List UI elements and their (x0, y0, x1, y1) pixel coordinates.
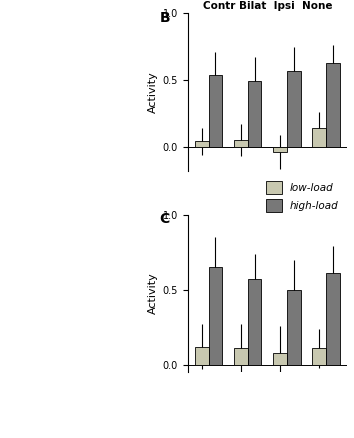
Title: Contr Bilat  Ipsi  None: Contr Bilat Ipsi None (202, 1, 332, 11)
Y-axis label: Activity: Activity (148, 272, 158, 314)
Bar (248, 279, 261, 365)
Bar (273, 353, 287, 365)
Bar (312, 348, 326, 365)
Legend: low-load, high-load: low-load, high-load (263, 178, 342, 215)
Bar (248, 81, 261, 147)
Bar (234, 140, 248, 147)
Bar (195, 347, 209, 365)
Y-axis label: Activity: Activity (148, 71, 158, 113)
Bar (287, 71, 301, 147)
Text: B: B (159, 11, 170, 25)
Bar (287, 290, 301, 365)
Text: C: C (159, 212, 170, 226)
Bar (326, 273, 340, 365)
Bar (209, 74, 222, 147)
Bar (312, 128, 326, 147)
Bar (195, 141, 209, 147)
Bar (234, 348, 248, 365)
Bar (273, 147, 287, 152)
Bar (326, 63, 340, 147)
Bar (209, 267, 222, 365)
